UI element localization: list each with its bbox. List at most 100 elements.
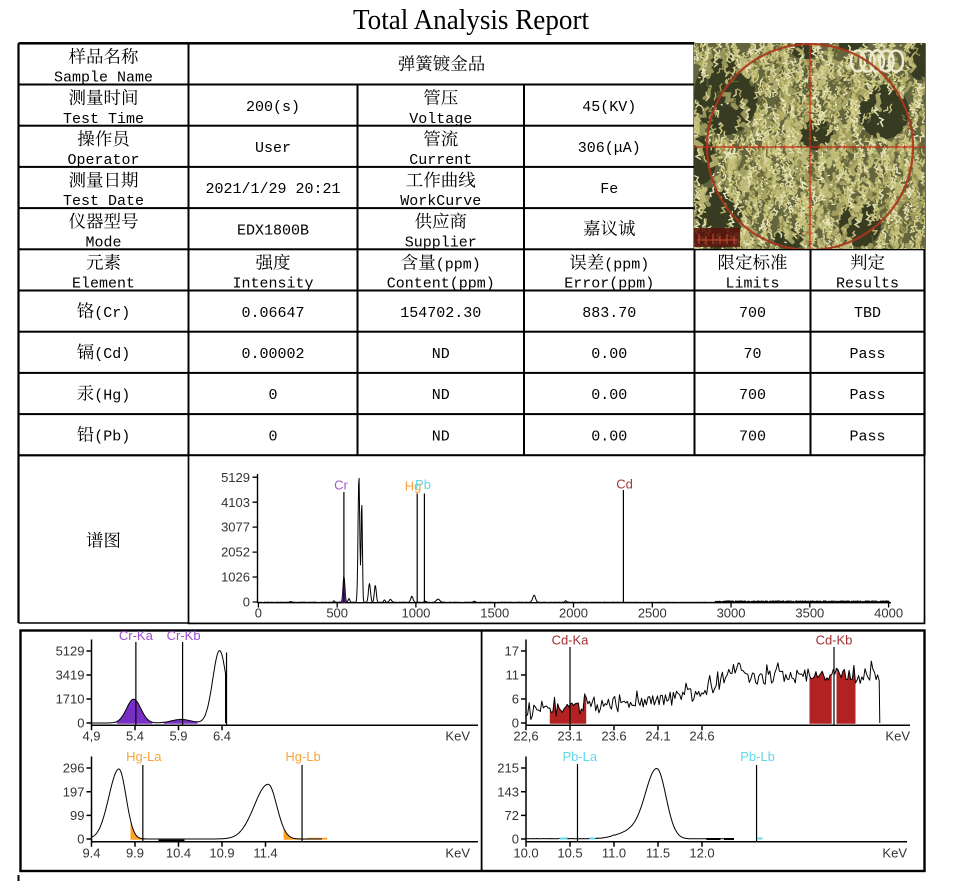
svg-text:Sample Name: Sample Name — [54, 70, 153, 87]
svg-text:11.5: 11.5 — [646, 846, 670, 861]
svg-text:Test Time: Test Time — [63, 111, 144, 128]
svg-text:0: 0 — [269, 387, 278, 404]
svg-text:1000: 1000 — [401, 606, 430, 621]
svg-text:17: 17 — [505, 644, 519, 659]
svg-text:Cr: Cr — [334, 478, 348, 493]
svg-text:3419: 3419 — [56, 668, 85, 683]
svg-text:11.0: 11.0 — [602, 846, 626, 861]
svg-text:200(s): 200(s) — [246, 99, 300, 116]
svg-text:0: 0 — [243, 595, 250, 610]
svg-text:Error(ppm): Error(ppm) — [564, 276, 654, 293]
svg-text:(ppm): (ppm) — [436, 257, 481, 274]
svg-text:0.00: 0.00 — [591, 428, 627, 445]
svg-text:KeV: KeV — [882, 846, 907, 861]
svg-text:Cd-Kb: Cd-Kb — [816, 633, 853, 648]
svg-text:0: 0 — [269, 428, 278, 445]
svg-text:10.9: 10.9 — [209, 846, 234, 861]
svg-text:Intensity: Intensity — [233, 276, 314, 293]
svg-text:9.9: 9.9 — [126, 846, 144, 861]
svg-text:WorkCurve: WorkCurve — [400, 193, 481, 210]
svg-text:0.00002: 0.00002 — [242, 346, 305, 363]
svg-text:700: 700 — [739, 428, 766, 445]
svg-text:(ppm): (ppm) — [604, 257, 649, 274]
svg-text:(Pb): (Pb) — [94, 429, 130, 446]
svg-text:5129: 5129 — [221, 470, 250, 485]
svg-text:KeV: KeV — [445, 846, 470, 861]
svg-text:5.9: 5.9 — [169, 729, 187, 744]
svg-text:2052: 2052 — [221, 545, 250, 560]
svg-text:4103: 4103 — [221, 495, 250, 510]
svg-text:(Cd): (Cd) — [94, 346, 130, 363]
svg-text:Hg-La: Hg-La — [126, 749, 162, 764]
svg-text:KeV: KeV — [885, 729, 910, 744]
svg-text:KeV: KeV — [445, 729, 470, 744]
svg-text:306(μA): 306(μA) — [578, 140, 641, 157]
svg-text:70: 70 — [744, 346, 762, 363]
svg-text:0.00: 0.00 — [591, 387, 627, 404]
svg-text:0: 0 — [77, 716, 84, 731]
svg-text:4,9: 4,9 — [82, 729, 100, 744]
svg-text:22,6: 22,6 — [513, 729, 538, 744]
svg-text:Cd: Cd — [616, 477, 633, 492]
svg-text:215: 215 — [497, 761, 519, 776]
svg-text:Supplier: Supplier — [405, 234, 477, 251]
svg-text:24.6: 24.6 — [689, 729, 714, 744]
svg-text:3077: 3077 — [221, 520, 250, 535]
svg-text:296: 296 — [63, 761, 85, 776]
svg-text:Hg-Lb: Hg-Lb — [285, 749, 320, 764]
svg-text:(Hg): (Hg) — [94, 387, 130, 404]
svg-text:0.06647: 0.06647 — [242, 305, 305, 322]
svg-text:Cd-Ka: Cd-Ka — [552, 633, 590, 648]
svg-text:4000: 4000 — [874, 606, 903, 621]
svg-text:5.4: 5.4 — [126, 729, 144, 744]
svg-text:ND: ND — [432, 387, 450, 404]
svg-text:700: 700 — [739, 305, 766, 322]
svg-text:72: 72 — [505, 808, 519, 823]
svg-text:6: 6 — [512, 692, 519, 707]
svg-text:Total Analysis Report: Total Analysis Report — [353, 5, 589, 36]
svg-text:0.00: 0.00 — [591, 346, 627, 363]
svg-text:(Cr): (Cr) — [94, 305, 130, 322]
svg-text:2500: 2500 — [638, 606, 667, 621]
svg-text:10.5: 10.5 — [557, 846, 582, 861]
svg-text:5129: 5129 — [56, 644, 85, 659]
svg-text:6.4: 6.4 — [213, 729, 231, 744]
svg-text:Pb-Lb: Pb-Lb — [740, 749, 775, 764]
svg-text:11: 11 — [506, 668, 520, 683]
svg-text:9.4: 9.4 — [82, 846, 100, 861]
svg-text:Voltage: Voltage — [409, 111, 472, 128]
svg-text:Pass: Pass — [850, 346, 886, 363]
svg-text:0: 0 — [512, 716, 519, 731]
svg-text:TBD: TBD — [854, 305, 881, 322]
svg-text:0: 0 — [255, 606, 262, 621]
svg-text:12.0: 12.0 — [689, 846, 714, 861]
svg-text:0: 0 — [512, 832, 519, 847]
svg-text:1500: 1500 — [480, 606, 509, 621]
svg-text:Content(ppm): Content(ppm) — [387, 276, 495, 293]
svg-text:3000: 3000 — [717, 606, 746, 621]
svg-text:883.70: 883.70 — [582, 305, 636, 322]
svg-text:EDX1800B: EDX1800B — [237, 222, 309, 239]
svg-text:User: User — [255, 140, 291, 157]
svg-text:Test Date: Test Date — [63, 193, 144, 210]
svg-text:24.1: 24.1 — [645, 729, 670, 744]
svg-text:Current: Current — [409, 152, 472, 169]
svg-text:Cr-Ka: Cr-Ka — [119, 628, 154, 643]
svg-text:Pass: Pass — [850, 387, 886, 404]
svg-text:10.4: 10.4 — [166, 846, 191, 861]
svg-text:10.0: 10.0 — [513, 846, 538, 861]
svg-text:23.1: 23.1 — [557, 729, 582, 744]
svg-text:Hg: Hg — [405, 479, 422, 494]
svg-text:3500: 3500 — [795, 606, 824, 621]
svg-text:Pb: Pb — [415, 477, 431, 492]
svg-text:0: 0 — [77, 832, 84, 847]
svg-text:Cr-Kb: Cr-Kb — [167, 628, 201, 643]
svg-text:1026: 1026 — [221, 570, 250, 585]
svg-text:99: 99 — [70, 808, 84, 823]
svg-text:23.6: 23.6 — [601, 729, 626, 744]
svg-text:700: 700 — [739, 387, 766, 404]
svg-text:ND: ND — [432, 428, 450, 445]
svg-text:Pass: Pass — [850, 428, 886, 445]
svg-text:2000: 2000 — [559, 606, 588, 621]
svg-text:11.4: 11.4 — [253, 846, 277, 861]
